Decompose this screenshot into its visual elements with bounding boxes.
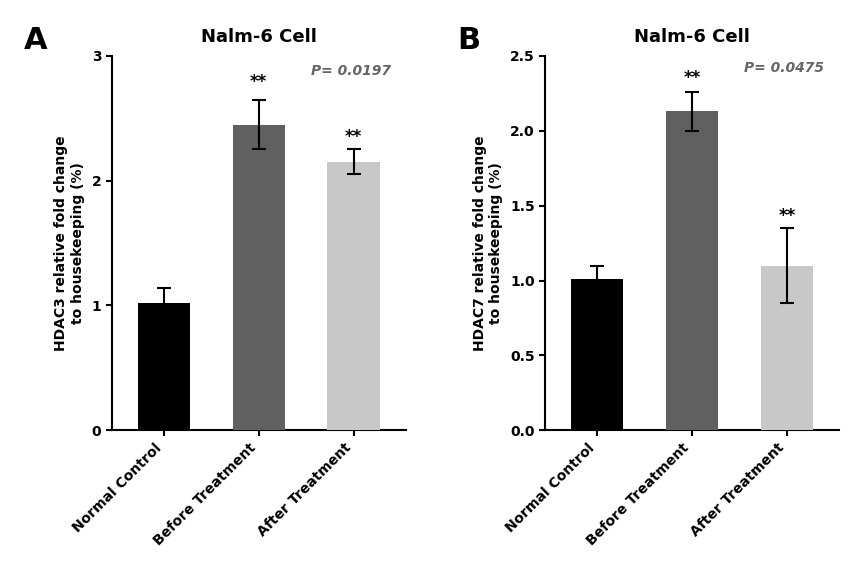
Text: P= 0.0475: P= 0.0475 xyxy=(745,61,825,75)
Bar xyxy=(328,162,379,430)
Text: **: ** xyxy=(778,207,796,225)
Bar xyxy=(232,125,285,430)
Text: B: B xyxy=(457,26,480,55)
Text: **: ** xyxy=(345,127,362,146)
Bar xyxy=(761,266,813,430)
Bar xyxy=(571,279,624,430)
Text: P= 0.0197: P= 0.0197 xyxy=(310,64,390,79)
Y-axis label: HDAC3 relative fold change
to housekeeping (%): HDAC3 relative fold change to housekeepi… xyxy=(54,135,84,351)
Text: **: ** xyxy=(684,69,701,87)
Title: Nalm-6 Cell: Nalm-6 Cell xyxy=(200,28,316,46)
Title: Nalm-6 Cell: Nalm-6 Cell xyxy=(634,28,750,46)
Text: A: A xyxy=(23,26,47,55)
Text: **: ** xyxy=(250,73,267,91)
Bar xyxy=(138,303,190,430)
Bar xyxy=(666,112,718,430)
Y-axis label: HDAC7 relative fold change
to housekeeping (%): HDAC7 relative fold change to housekeepi… xyxy=(473,135,503,351)
